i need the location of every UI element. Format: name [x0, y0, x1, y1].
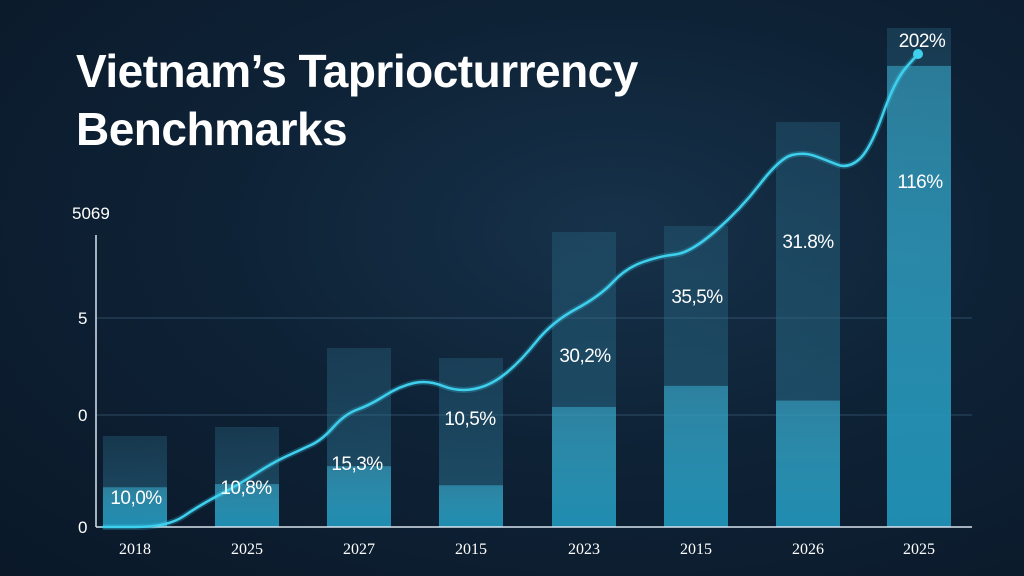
data-label: 10,8% [220, 478, 272, 499]
line-end-label: 202% [899, 31, 946, 52]
data-label: 31.8% [782, 232, 834, 253]
bar [439, 485, 503, 527]
trend-line [101, 49, 923, 530]
trend-line-endpoint [913, 49, 923, 59]
x-tick-label: 2026 [792, 541, 824, 558]
y-tick-label: 0 [78, 518, 87, 537]
labels: 10,0% 10,8% 15,3% 10,5% 30,2% 35,5% 31.8% 116% 2… [110, 31, 946, 509]
axes: 2018 2025 2027 2015 2023 2015 2026 2025 [95, 235, 972, 558]
x-tick-label: 2025 [231, 541, 263, 558]
bar [664, 385, 728, 527]
chart-title: Vietnam’s Tapriocturrency Benchmarks [76, 45, 638, 155]
data-label: 30,2% [559, 346, 611, 367]
y-tick-label: 0 [78, 406, 87, 425]
data-label: 10,5% [444, 409, 496, 430]
x-tick-label: 2015 [455, 541, 487, 558]
x-tick-label: 2025 [903, 541, 935, 558]
bar [776, 400, 840, 527]
data-label: 15,3% [331, 454, 383, 475]
x-tick-label: 2027 [343, 541, 375, 558]
bar [887, 65, 951, 528]
data-label: 35,5% [671, 287, 723, 308]
x-tick-label: 2018 [119, 541, 151, 558]
data-label: 10,0% [110, 488, 162, 509]
bar [327, 466, 391, 527]
trend-line-path [101, 52, 920, 529]
data-label: 116% [897, 172, 943, 193]
x-tick-label: 2023 [568, 541, 600, 558]
x-tick-label: 2015 [680, 541, 712, 558]
bar [103, 487, 167, 527]
y-tick-label: 5069 [72, 204, 110, 223]
y-tick-label: 5 [78, 309, 87, 328]
bar [552, 406, 616, 527]
